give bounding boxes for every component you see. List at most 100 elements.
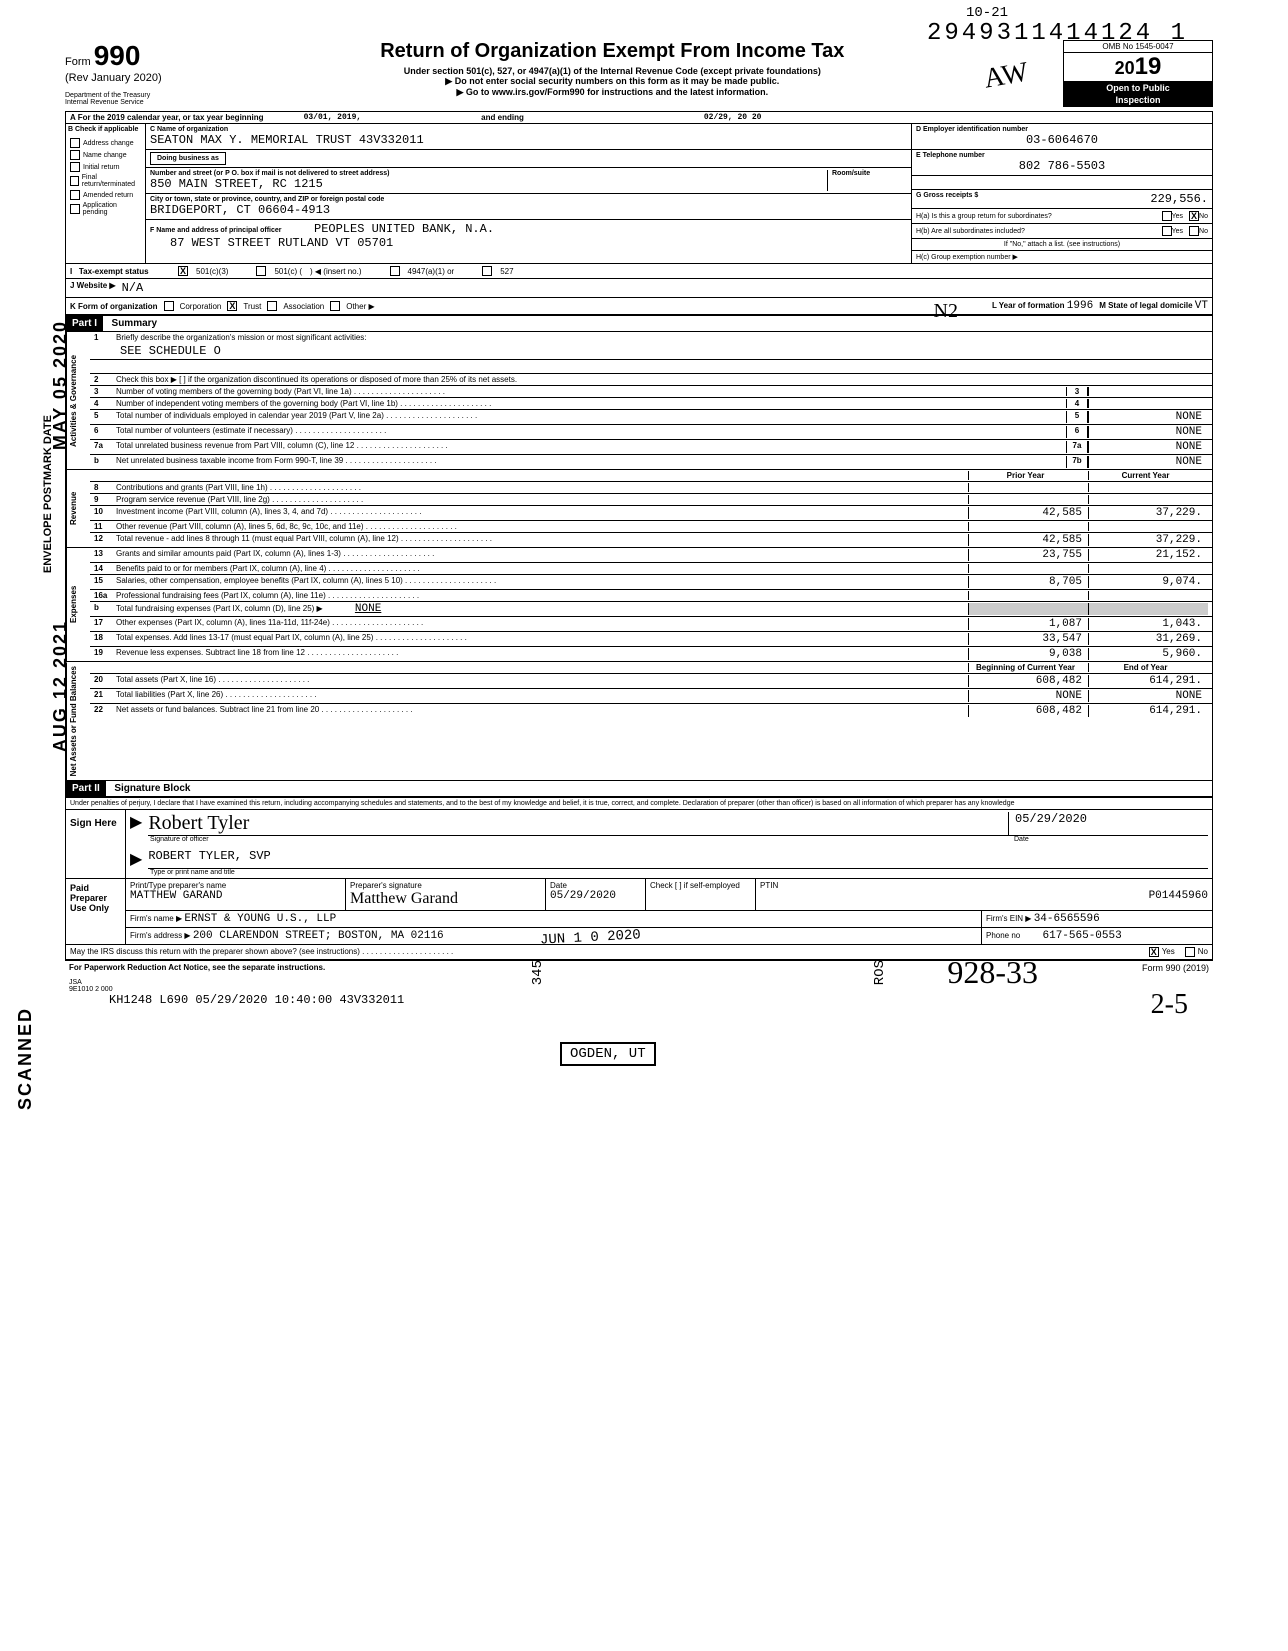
may-irs-no-cb[interactable] [1185,947,1195,957]
officer-label: F Name and address of principal officer [150,227,281,234]
line-cur [1088,603,1208,615]
cb-527[interactable] [482,266,492,276]
line-num: 3 [94,387,116,396]
sig-of-officer-label: Signature of officer [150,836,1008,843]
website-label: J Website ▶ [70,281,116,295]
line-val: NONE [1088,441,1208,453]
prep-date-label: Date [550,881,641,890]
state-dom-value: VT [1195,300,1208,312]
paperwork-notice: For Paperwork Reduction Act Notice, see … [69,963,325,973]
cb-app-pending[interactable]: Application pending [68,201,143,217]
line-19: 19Revenue less expenses. Subtract line 1… [90,647,1212,661]
cb-trust[interactable] [227,301,237,311]
prep-name-label: Print/Type preparer's name [130,881,341,890]
officer-name: PEOPLES UNITED BANK, N.A. [314,222,494,236]
dept-irs: Internal Revenue Service [65,99,162,106]
line-prior [968,522,1088,531]
ha-no-cb[interactable] [1189,211,1199,221]
line-num: 6 [94,426,116,438]
exp-content: 13Grants and similar amounts paid (Part … [90,548,1212,661]
tax-status-row: I Tax-exempt status 501(c)(3) 501(c) ( )… [66,264,1212,279]
cb-final-return[interactable]: Final return/terminated [68,173,143,189]
line-text: Total liabilities (Part X, line 26) [116,690,968,702]
line-cur [1088,522,1208,531]
col-d: D Employer identification number 03-6064… [912,124,1212,263]
cb-amended-return[interactable]: Amended return [68,189,143,201]
prep-date: 05/29/2020 [550,890,641,902]
officer-signature: Robert Tyler [148,812,249,834]
line-prior [968,603,1088,615]
line-num: 4 [94,399,116,408]
website-value: N/A [122,281,144,295]
handwritten-928: 928-33 [947,954,1038,991]
line-cur: 21,152. [1088,549,1208,561]
line-cur: 37,229. [1088,507,1208,519]
label-corp: Corporation [180,302,222,311]
row-a-begin: 03/01, 2019, [304,113,362,122]
officer-cell: F Name and address of principal officer … [146,220,911,252]
line-2: 2Check this box ▶ [ ] if the organizatio… [90,374,1212,386]
officer-typed-name: ROBERT TYLER, SVP [148,849,1208,869]
cb-501c[interactable] [256,266,266,276]
line-13: 13Grants and similar amounts paid (Part … [90,548,1212,563]
line-12: 12Total revenue - add lines 8 through 11… [90,533,1212,547]
form-of-org-row: K Form of organization Corporation Trust… [66,298,1212,315]
firm-addr-label: Firm's address ▶ [130,931,191,940]
inspection: Inspection [1064,94,1212,106]
postmark-stamp: ENVELOPE POSTMARK DATE [42,415,54,573]
line-cur [1088,591,1208,600]
ha-yes-cb[interactable] [1162,211,1172,221]
rev-content: Prior YearCurrent Year 8Contributions an… [90,470,1212,547]
part1-header-row: Part I Summary [66,315,1212,332]
firm-ein-label: Firm's EIN ▶ [986,914,1031,923]
cb-name-change[interactable]: Name change [68,149,143,161]
line-num: b [94,603,116,615]
eoy-header: End of Year [1088,663,1208,672]
org-name: SEATON MAX Y. MEMORIAL TRUST 43V332011 [150,133,907,147]
sign-here-content: ▶ Robert Tyler 05/29/2020 Signature of o… [126,810,1212,878]
cb-corp[interactable] [164,301,174,311]
line-val: NONE [1088,426,1208,438]
line-num: 13 [94,549,116,561]
line-text: Total unrelated business revenue from Pa… [116,441,1066,453]
cb-assoc[interactable] [267,301,277,311]
hb-yes-cb[interactable] [1162,226,1172,236]
boy-header: Beginning of Current Year [968,663,1088,672]
line-cur: 614,291. [1088,675,1208,687]
year-form-label: L Year of formation [992,301,1065,310]
state-dom-label: M State of legal domicile [1099,301,1192,310]
line-text: Program service revenue (Part VIII, line… [116,495,968,504]
form-of-org-label: K Form of organization [70,302,158,311]
cb-initial-return[interactable]: Initial return [68,161,143,173]
line-val [1088,399,1208,408]
officer-address: 87 WEST STREET RUTLAND VT 05701 [170,236,907,250]
stamp-ogden: OGDEN, UT [560,1042,656,1066]
cb-501c3[interactable] [178,266,188,276]
cb-address-change[interactable]: Address change [68,137,143,149]
sig-date: 05/29/2020 [1008,812,1208,836]
line-cur: 9,074. [1088,576,1208,588]
cb-4947[interactable] [390,266,400,276]
cb-other[interactable] [330,301,340,311]
line-num: 14 [94,564,116,573]
gov-section: Activities & Governance 1Briefly describ… [66,332,1212,470]
dba-cell: Doing business as [146,150,911,168]
main-title: Return of Organization Exempt From Incom… [182,40,1043,63]
bottom-line: KH1248 L690 05/29/2020 10:40:00 43V33201… [109,993,1209,1007]
line-prior: 9,038 [968,648,1088,660]
may-irs-yes-cb[interactable] [1149,947,1159,957]
line-text: Net assets or fund balances. Subtract li… [116,705,968,717]
cb-label: Final return/terminated [82,174,141,188]
line-cur [1088,483,1208,492]
line-9: 9Program service revenue (Part VIII, lin… [90,494,1212,506]
form-header: Form 990 (Rev January 2020) Department o… [65,40,1213,107]
hb-no-cb[interactable] [1189,226,1199,236]
label-other: Other ▶ [346,302,374,311]
city-label: City or town, state or province, country… [150,196,907,203]
line-prior: NONE [968,690,1088,702]
form-prefix: Form [65,56,91,68]
room-label: Room/suite [832,170,907,177]
row-a-prefix: A For the 2019 calendar year, or tax yea… [70,113,264,122]
line-num: 19 [94,648,116,660]
part2-header: Part II [66,781,106,796]
